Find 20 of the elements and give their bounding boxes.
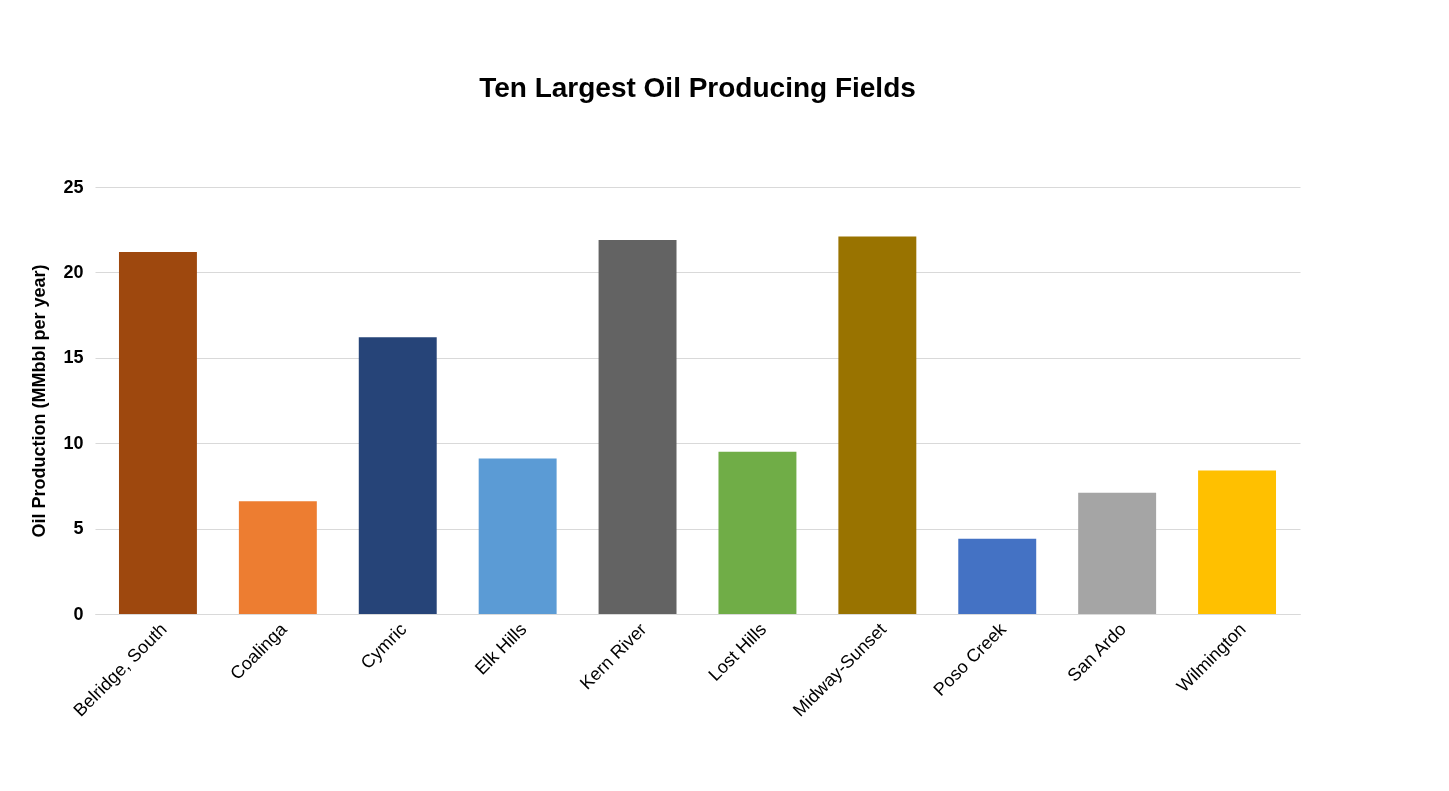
x-tick-label: Elk Hills	[470, 619, 531, 679]
y-axis-title: Oil Production (MMbbl per year)	[29, 264, 50, 538]
bar	[238, 501, 317, 614]
chart-title: Ten Largest Oil Producing Fields	[479, 72, 916, 103]
bar	[598, 239, 677, 614]
bar	[1198, 470, 1277, 614]
bar	[478, 458, 557, 614]
bar	[838, 236, 917, 614]
bar	[718, 451, 797, 614]
bar	[358, 337, 437, 614]
y-tick-label: 25	[63, 176, 84, 197]
bar	[958, 538, 1037, 614]
bar	[1078, 492, 1157, 614]
x-tick-label: Lost Hills	[704, 619, 771, 685]
y-tick-label: 0	[73, 603, 84, 624]
y-tick-label: 5	[73, 518, 84, 539]
y-tick-label: 10	[63, 432, 84, 453]
y-tick-label: 15	[63, 347, 84, 368]
y-tick-label: 20	[63, 261, 84, 282]
bar	[118, 251, 197, 614]
